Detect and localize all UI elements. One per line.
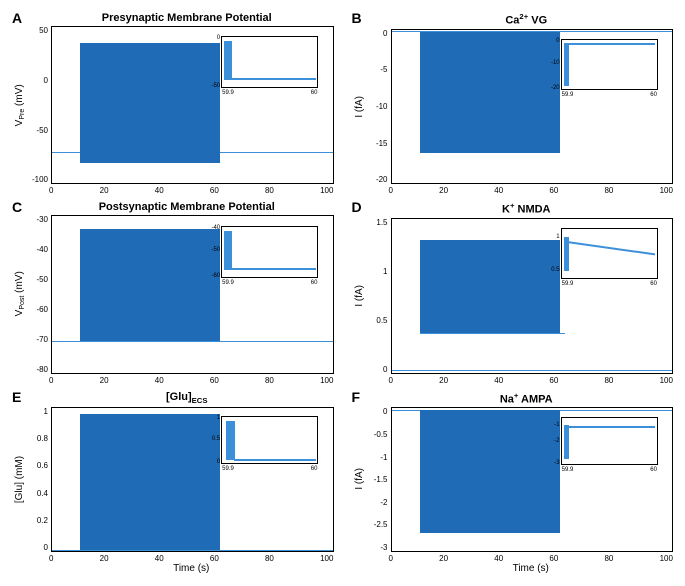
inset: 0 -10 -20 59.9 60 [561, 39, 658, 90]
y-label: I (fA) [352, 407, 366, 552]
panel-letter: C [12, 199, 22, 215]
panel-title: Ca2+ VG [380, 12, 674, 27]
panel-F: F Na+ AMPA I (fA) 0 -0.5 -1 -1.5 -2 -2.5… [352, 391, 674, 574]
panel-title: Postsynaptic Membrane Potential [40, 201, 334, 213]
panel-B: B Ca2+ VG I (fA) 0 -5 -10 -15 -20 0 -10 … [352, 12, 674, 195]
panel-title: K+ NMDA [380, 201, 674, 216]
figure-grid: A Presynaptic Membrane Potential VPre (m… [12, 12, 673, 574]
baseline [52, 550, 333, 551]
panel-letter: E [12, 389, 21, 405]
panel-C: C Postsynaptic Membrane Potential VPost … [12, 201, 334, 384]
data-block [80, 43, 220, 163]
x-label: Time (s) [49, 563, 334, 574]
y-ticks: 1 0.8 0.6 0.4 0.2 0 [26, 407, 51, 552]
y-label: I (fA) [352, 29, 366, 185]
x-ticks: 020406080100 [389, 376, 674, 385]
x-label: Time (s) [389, 563, 674, 574]
y-ticks: 50 0 -50 -100 [26, 26, 51, 184]
panel-D: D K+ NMDA I (fA) 1.5 1 0.5 0 1 0.5 59.9 … [352, 201, 674, 384]
inset: 1 0.5 0 59.9 60 [221, 416, 318, 464]
inset: -1 -2 -3 59.9 60 [561, 417, 658, 465]
x-ticks: 020406080100 [49, 376, 334, 385]
data-block [420, 410, 560, 533]
plot-area: 1 0.5 59.9 60 [391, 218, 674, 374]
plot-area: 0 -50 59.9 60 [51, 26, 334, 184]
data-block [420, 32, 560, 153]
y-ticks: 0 -5 -10 -15 -20 [366, 29, 391, 185]
panel-title: [Glu]ECS [40, 391, 334, 405]
panel-letter: A [12, 10, 22, 26]
x-ticks: 020406080100 [49, 186, 334, 195]
baseline-mid [420, 333, 566, 334]
y-ticks: 0 -0.5 -1 -1.5 -2 -2.5 -3 [366, 407, 391, 552]
y-label: I (fA) [352, 218, 366, 374]
y-ticks: 1.5 1 0.5 0 [366, 218, 391, 374]
inset: -40 -50 -60 59.9 60 [221, 226, 318, 278]
panel-title: Presynaptic Membrane Potential [40, 12, 334, 24]
data-block [80, 229, 220, 342]
panel-letter: D [352, 199, 362, 215]
baseline [52, 341, 333, 342]
plot-area: 1 0.5 0 59.9 60 [51, 407, 334, 552]
baseline [392, 370, 673, 371]
panel-E: E [Glu]ECS [Glu] (mM) 1 0.8 0.6 0.4 0.2 … [12, 391, 334, 574]
panel-A: A Presynaptic Membrane Potential VPre (m… [12, 12, 334, 195]
plot-area: 0 -10 -20 59.9 60 [391, 29, 674, 185]
y-label: [Glu] (mM) [12, 407, 26, 552]
panel-title: Na+ AMPA [380, 391, 674, 406]
inset: 0 -50 59.9 60 [221, 36, 318, 88]
y-ticks: -30 -40 -50 -60 -70 -80 [26, 215, 51, 373]
x-ticks: 020406080100 [389, 554, 674, 563]
data-block [420, 240, 560, 332]
x-ticks: 020406080100 [49, 554, 334, 563]
y-label: VPre (mV) [12, 26, 26, 184]
plot-area: -1 -2 -3 59.9 60 [391, 407, 674, 552]
x-ticks: 020406080100 [389, 186, 674, 195]
panel-letter: B [352, 10, 362, 26]
data-block [80, 414, 220, 550]
y-label: VPost (mV) [12, 215, 26, 373]
panel-letter: F [352, 389, 361, 405]
inset: 1 0.5 59.9 60 [561, 228, 658, 279]
plot-area: -40 -50 -60 59.9 60 [51, 215, 334, 373]
